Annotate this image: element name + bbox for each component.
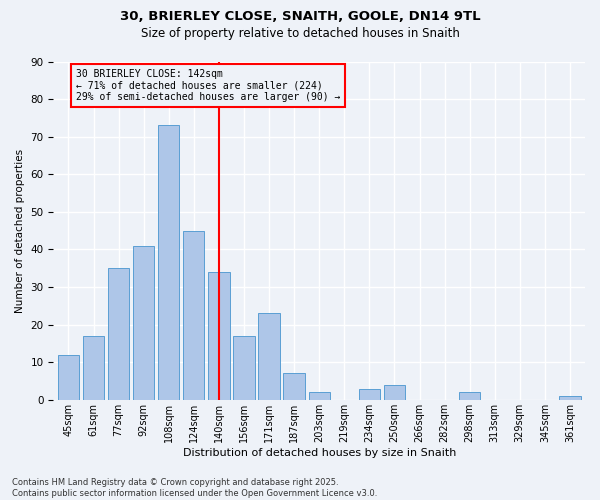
Bar — [308, 392, 330, 400]
Bar — [283, 374, 305, 400]
Bar — [108, 268, 129, 400]
Text: Contains HM Land Registry data © Crown copyright and database right 2025.
Contai: Contains HM Land Registry data © Crown c… — [12, 478, 377, 498]
Bar — [183, 230, 205, 400]
Bar — [58, 354, 79, 400]
Text: 30, BRIERLEY CLOSE, SNAITH, GOOLE, DN14 9TL: 30, BRIERLEY CLOSE, SNAITH, GOOLE, DN14 … — [119, 10, 481, 23]
Bar — [459, 392, 481, 400]
X-axis label: Distribution of detached houses by size in Snaith: Distribution of detached houses by size … — [182, 448, 456, 458]
Bar — [359, 388, 380, 400]
Bar — [559, 396, 581, 400]
Text: 30 BRIERLEY CLOSE: 142sqm
← 71% of detached houses are smaller (224)
29% of semi: 30 BRIERLEY CLOSE: 142sqm ← 71% of detac… — [76, 69, 340, 102]
Bar — [233, 336, 254, 400]
Text: Size of property relative to detached houses in Snaith: Size of property relative to detached ho… — [140, 28, 460, 40]
Bar — [133, 246, 154, 400]
Y-axis label: Number of detached properties: Number of detached properties — [15, 148, 25, 312]
Bar — [158, 126, 179, 400]
Bar — [384, 385, 405, 400]
Bar — [259, 314, 280, 400]
Bar — [208, 272, 230, 400]
Bar — [83, 336, 104, 400]
